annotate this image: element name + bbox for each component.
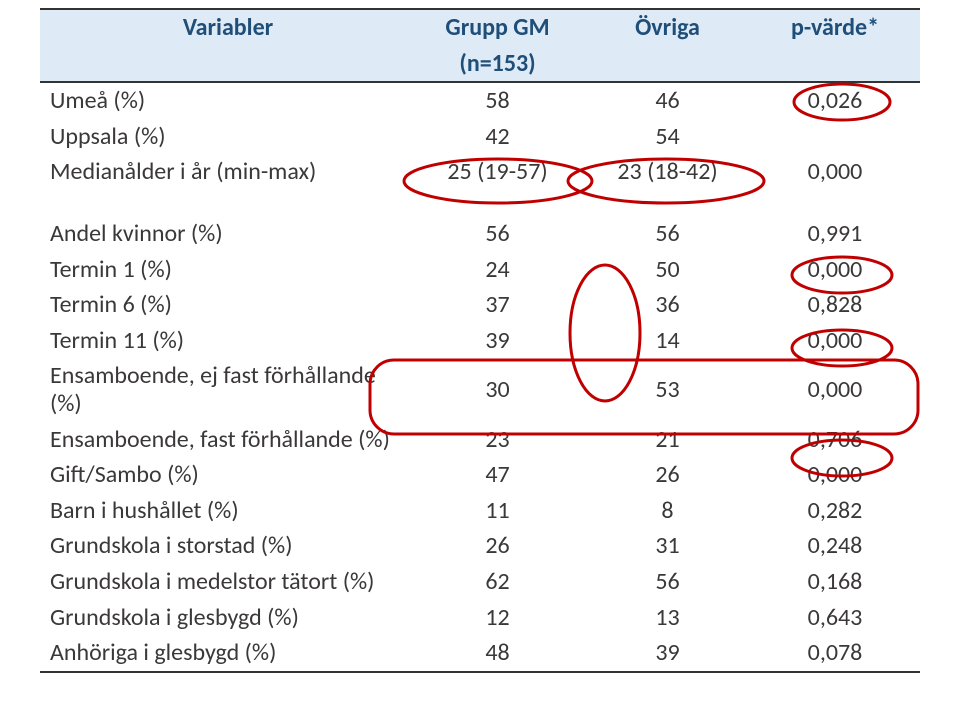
row-value-1: 47 (410, 457, 585, 493)
row-value-1: 11 (410, 493, 585, 529)
table-row: Umeå (%)58460,026 (40, 82, 920, 119)
row-value-2: 53 (585, 358, 750, 421)
row-value-1: 62 (410, 564, 585, 600)
row-label: Grundskola i storstad (%) (40, 528, 410, 564)
table-row: Grundskola i storstad (%)26310,248 (40, 528, 920, 564)
row-value-2: 8 (585, 493, 750, 529)
row-value-1: 58 (410, 82, 585, 119)
row-value-3: 0,078 (750, 635, 920, 672)
row-value-1: 48 (410, 635, 585, 672)
row-value-3: 0,706 (750, 422, 920, 458)
table-row: Ensamboende, fast förhållande (%)23210,7… (40, 422, 920, 458)
row-value-3: 0,000 (750, 154, 920, 190)
row-value-3 (750, 119, 920, 155)
row-value-1: 30 (410, 358, 585, 421)
row-label: Termin 1 (%) (40, 252, 410, 288)
table-row: Barn i hushållet (%)1180,282 (40, 493, 920, 529)
table-row: Termin 1 (%)24500,000 (40, 252, 920, 288)
row-value-3: 0,000 (750, 252, 920, 288)
row-value-2: 56 (585, 216, 750, 252)
row-value-2: 23 (18-42) (585, 154, 750, 190)
row-value-2: 50 (585, 252, 750, 288)
row-label: Medianålder i år (min-max) (40, 154, 410, 190)
row-value-3: 0,000 (750, 358, 920, 421)
row-label: Barn i hushållet (%) (40, 493, 410, 529)
table-row: Gift/Sambo (%)47260,000 (40, 457, 920, 493)
spacer-row (40, 190, 920, 216)
row-value-1: 39 (410, 323, 585, 359)
row-label: Andel kvinnor (%) (40, 216, 410, 252)
row-value-1: 26 (410, 528, 585, 564)
row-value-2: 26 (585, 457, 750, 493)
row-label: Gift/Sambo (%) (40, 457, 410, 493)
table-row: Anhöriga i glesbygd (%)48390,078 (40, 635, 920, 672)
table-row: Medianålder i år (min-max)25 (19-57)23 (… (40, 154, 920, 190)
table-header-row: Variabler Grupp GM Övriga p-värde* (40, 9, 920, 46)
table-row: Andel kvinnor (%)56560,991 (40, 216, 920, 252)
data-table: Variabler Grupp GM Övriga p-värde* (n=15… (40, 8, 920, 673)
row-value-3: 0,991 (750, 216, 920, 252)
header-ovriga: Övriga (585, 9, 750, 46)
row-value-1: 42 (410, 119, 585, 155)
row-value-1: 25 (19-57) (410, 154, 585, 190)
row-value-2: 31 (585, 528, 750, 564)
header-variabler: Variabler (40, 9, 410, 46)
row-value-3: 0,828 (750, 287, 920, 323)
table-row: Grundskola i medelstor tätort (%)62560,1… (40, 564, 920, 600)
row-value-1: 23 (410, 422, 585, 458)
row-value-1: 12 (410, 600, 585, 636)
row-value-3: 0,026 (750, 82, 920, 119)
row-label: Uppsala (%) (40, 119, 410, 155)
row-value-3: 0,282 (750, 493, 920, 529)
table-row: Uppsala (%)4254 (40, 119, 920, 155)
row-value-2: 46 (585, 82, 750, 119)
row-value-3: 0,000 (750, 457, 920, 493)
table-row: Grundskola i glesbygd (%)12130,643 (40, 600, 920, 636)
row-value-3: 0,000 (750, 323, 920, 359)
row-value-2: 39 (585, 635, 750, 672)
row-value-3: 0,248 (750, 528, 920, 564)
row-value-2: 56 (585, 564, 750, 600)
row-label: Ensamboende, fast förhållande (%) (40, 422, 410, 458)
row-label: Termin 6 (%) (40, 287, 410, 323)
row-label: Anhöriga i glesbygd (%) (40, 635, 410, 672)
row-label: Umeå (%) (40, 82, 410, 119)
row-value-1: 24 (410, 252, 585, 288)
row-label: Ensamboende, ej fast förhållande (%) (40, 358, 410, 421)
row-value-2: 14 (585, 323, 750, 359)
table-row: Termin 6 (%)37360,828 (40, 287, 920, 323)
row-label: Grundskola i glesbygd (%) (40, 600, 410, 636)
header-grupp-gm: Grupp GM (410, 9, 585, 46)
row-value-2: 36 (585, 287, 750, 323)
row-value-2: 21 (585, 422, 750, 458)
row-value-3: 0,168 (750, 564, 920, 600)
header-pvarde: p-värde* (750, 9, 920, 46)
table-subheader-row: (n=153) (40, 46, 920, 83)
row-value-2: 54 (585, 119, 750, 155)
row-label: Grundskola i medelstor tätort (%) (40, 564, 410, 600)
header-n153: (n=153) (410, 46, 585, 83)
row-value-2: 13 (585, 600, 750, 636)
table-row: Termin 11 (%)39140,000 (40, 323, 920, 359)
row-label: Termin 11 (%) (40, 323, 410, 359)
row-value-1: 37 (410, 287, 585, 323)
row-value-1: 56 (410, 216, 585, 252)
table-row: Ensamboende, ej fast förhållande (%)3053… (40, 358, 920, 421)
row-value-3: 0,643 (750, 600, 920, 636)
